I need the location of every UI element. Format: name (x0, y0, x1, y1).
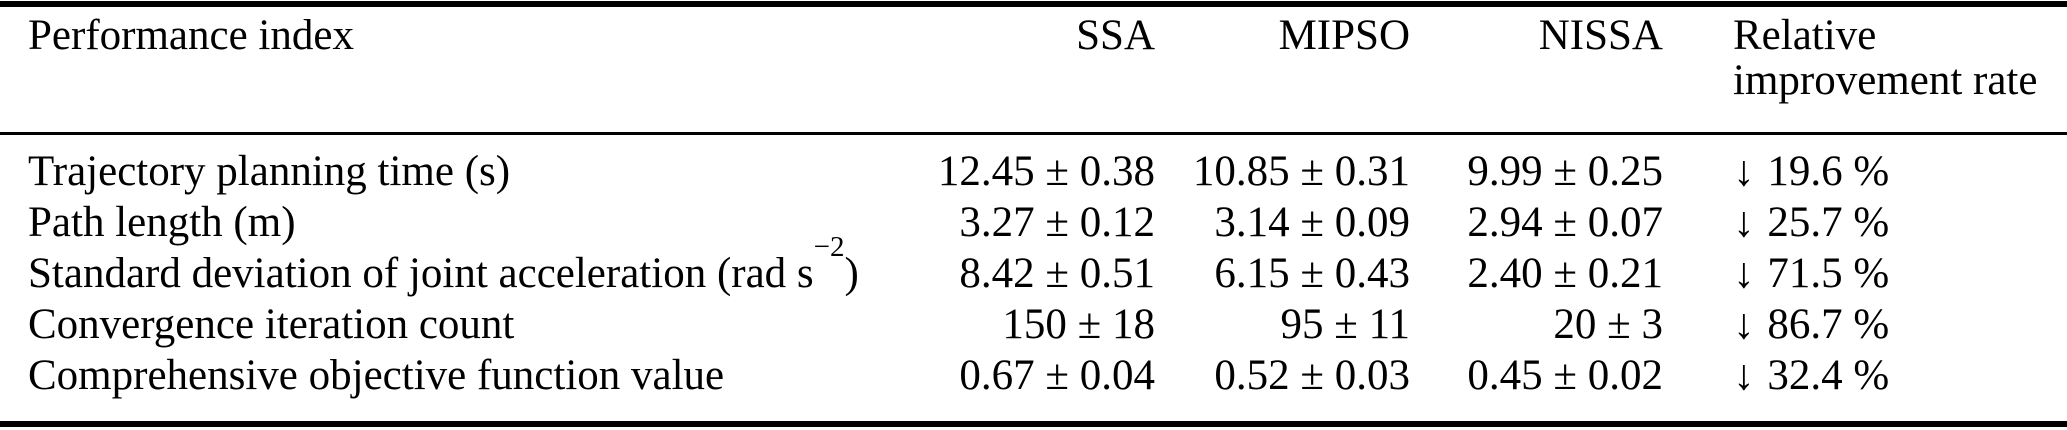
table-row-convergence-iteration-count: Convergence iteration count 150 ± 18 95 … (0, 299, 2067, 350)
column-header-mipso: MIPSO (1155, 4, 1410, 135)
table-row-trajectory-planning-time: Trajectory planning time (s) 12.45 ± 0.3… (0, 134, 2067, 198)
cell-mipso: 0.52 ± 0.03 (1214, 352, 1410, 399)
cell-nissa: 2.94 ± 0.07 (1467, 199, 1663, 246)
header-row: Performance index SSA MIPSO NISSA Relati… (0, 4, 2067, 135)
cell-ssa: 150 ± 18 (1002, 301, 1155, 348)
cell-improvement-rate: ↓ 86.7 % (1663, 299, 2067, 350)
column-header-relative-improvement-rate: Relative improvement rate (1663, 4, 2067, 135)
superscript-exponent: −2 (813, 230, 845, 263)
cell-ssa: 0.67 ± 0.04 (959, 352, 1155, 399)
column-header-ssa: SSA (920, 4, 1155, 135)
row-label: Path length (m) (28, 199, 296, 246)
down-arrow-icon: ↓ (1733, 301, 1755, 348)
cell-improvement-rate: ↓ 25.7 % (1663, 197, 2067, 248)
rate-value: 86.7 % (1767, 301, 1890, 348)
row-label-text: Standard deviation of joint acceleration… (28, 250, 814, 297)
down-arrow-icon: ↓ (1733, 199, 1755, 246)
table-header: Performance index SSA MIPSO NISSA Relati… (0, 4, 2067, 135)
rate-value: 32.4 % (1767, 352, 1890, 399)
cell-ssa: 3.27 ± 0.12 (959, 199, 1155, 246)
cell-mipso: 10.85 ± 0.31 (1192, 148, 1410, 195)
cell-improvement-rate: ↓ 19.6 % (1663, 134, 2067, 198)
down-arrow-icon: ↓ (1733, 352, 1755, 399)
table-row-joint-acceleration-std: Standard deviation of joint acceleration… (0, 232, 2067, 299)
table-body: Trajectory planning time (s) 12.45 ± 0.3… (0, 134, 2067, 425)
cell-nissa: 0.45 ± 0.02 (1467, 352, 1663, 399)
cell-mipso: 6.15 ± 0.43 (1214, 250, 1410, 297)
cell-ssa: 8.42 ± 0.51 (959, 250, 1155, 297)
rate-value: 19.6 % (1767, 148, 1890, 195)
column-header-performance-index: Performance index (0, 4, 920, 135)
cell-mipso: 95 ± 11 (1280, 301, 1410, 348)
table-row-path-length: Path length (m) 3.27 ± 0.12 3.14 ± 0.09 … (0, 197, 2067, 248)
cell-nissa: 9.99 ± 0.25 (1467, 148, 1663, 195)
rate-value: 25.7 % (1767, 199, 1890, 246)
cell-nissa: 20 ± 3 (1553, 301, 1663, 348)
cell-ssa: 12.45 ± 0.38 (937, 148, 1155, 195)
cell-mipso: 3.14 ± 0.09 (1214, 199, 1410, 246)
column-header-nissa: NISSA (1410, 4, 1663, 135)
down-arrow-icon: ↓ (1733, 148, 1755, 195)
rate-value: 71.5 % (1767, 250, 1890, 297)
row-label: Standard deviation of joint acceleration… (0, 232, 920, 299)
row-label: Trajectory planning time (s) (28, 148, 511, 195)
row-label-text-end: ) (844, 250, 859, 297)
cell-improvement-rate: ↓ 71.5 % (1663, 248, 2067, 299)
table-row-objective-function-value: Comprehensive objective function value 0… (0, 350, 2067, 424)
cell-nissa: 2.40 ± 0.21 (1467, 250, 1663, 297)
down-arrow-icon: ↓ (1733, 250, 1755, 297)
row-label: Comprehensive objective function value (28, 352, 725, 399)
cell-improvement-rate: ↓ 32.4 % (1663, 350, 2067, 424)
row-label: Convergence iteration count (28, 301, 515, 348)
